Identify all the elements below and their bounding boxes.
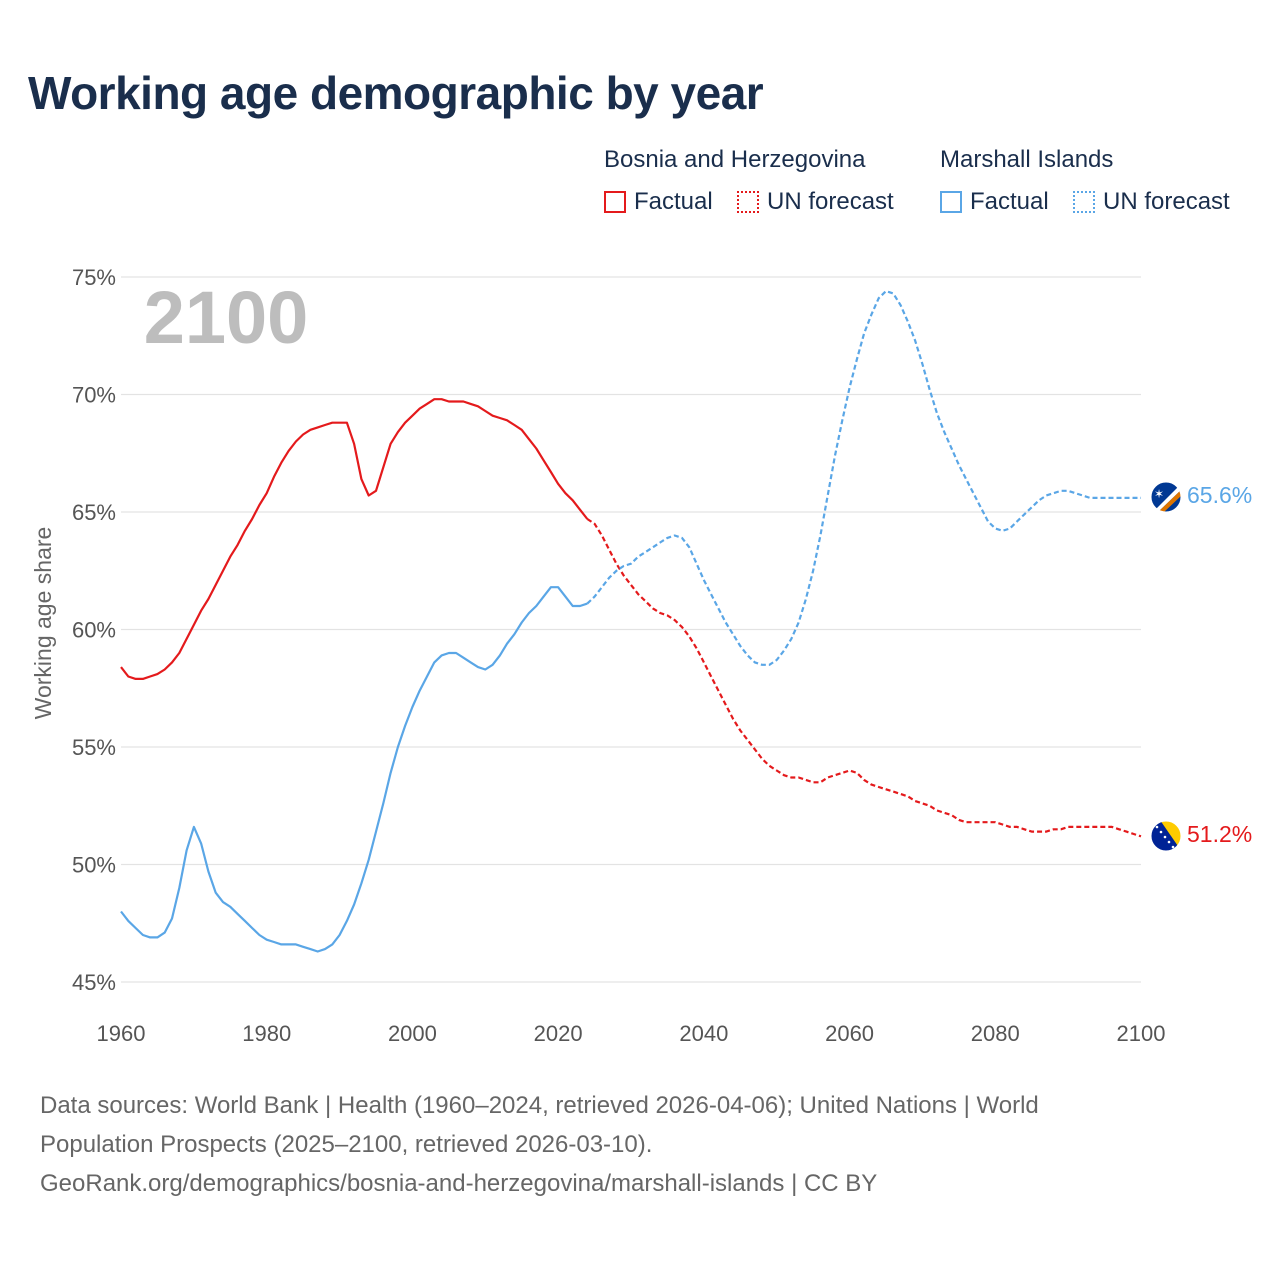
series-lines <box>120 290 1142 953</box>
y-tick-label: 55% <box>72 735 116 760</box>
y-tick-label: 65% <box>72 500 116 525</box>
sources-line-1: Data sources: World Bank | Health (1960–… <box>40 1092 1039 1119</box>
legend-item-bosnia-forecast[interactable]: UN forecast <box>737 188 894 216</box>
end-value-label-bosnia: 51.2% <box>1187 821 1252 847</box>
legend-group-title: Marshall Islands <box>940 146 1114 173</box>
data-sources: Data sources: World Bank | Health (1960–… <box>40 1086 1220 1203</box>
y-tick-label: 75% <box>72 265 116 290</box>
svg-text:✶: ✶ <box>1154 487 1164 501</box>
legend-group-marshall: Marshall Islands Factual UN forecast <box>940 146 1250 216</box>
chart-title: Working age demographic by year <box>28 67 764 119</box>
legend-swatch-solid <box>604 191 626 213</box>
x-tick-label: 1980 <box>242 1021 291 1046</box>
marshall-islands-flag-icon: ✶ <box>1150 481 1182 513</box>
series-line-bosnia-and-herzegovina-factual[interactable] <box>120 398 589 680</box>
x-axis-ticks: 1960 1980 2000 2020 2040 2060 2080 2100 <box>97 1021 1166 1046</box>
legend-item-bosnia-factual[interactable]: Factual <box>604 188 713 216</box>
legend-item-marshall-forecast[interactable]: UN forecast <box>1073 188 1230 216</box>
end-value-label-marshall-islands: 65.6% <box>1187 482 1252 508</box>
x-tick-label: 1960 <box>97 1021 146 1046</box>
legend-swatch-dotted <box>1073 191 1095 213</box>
legend-swatch-solid <box>940 191 962 213</box>
series-line-bosnia-and-herzegovina-forecast[interactable] <box>586 518 1142 838</box>
x-tick-label: 2000 <box>388 1021 437 1046</box>
y-tick-label: 50% <box>72 853 116 878</box>
x-tick-label: 2080 <box>971 1021 1020 1046</box>
sources-line-2: Population Prospects (2025–2100, retriev… <box>40 1131 653 1158</box>
legend-label: Factual <box>634 188 713 215</box>
legend-label: UN forecast <box>1103 188 1230 215</box>
legend-label: UN forecast <box>767 188 894 215</box>
y-tick-label: 70% <box>72 383 116 408</box>
legend-item-marshall-factual[interactable]: Factual <box>940 188 1049 216</box>
sources-line-3[interactable]: GeoRank.org/demographics/bosnia-and-herz… <box>40 1170 878 1197</box>
x-tick-label: 2060 <box>825 1021 874 1046</box>
line-chart: 45% 50% 55% 60% 65% 70% 75% 1960 1980 2000 2020 20… <box>30 265 1252 1046</box>
series-line-marshall-islands-factual[interactable] <box>120 586 588 953</box>
grid-lines <box>121 276 1141 983</box>
x-tick-label: 2100 <box>1117 1021 1166 1046</box>
y-axis-ticks: 45% 50% 55% 60% 65% 70% 75% <box>72 265 116 995</box>
bosnia-and-herzegovina-flag-icon <box>1150 820 1182 852</box>
y-axis-title: Working age share <box>30 527 56 720</box>
year-watermark: 2100 <box>144 276 309 359</box>
x-tick-label: 2040 <box>679 1021 728 1046</box>
legend-label: Factual <box>970 188 1049 215</box>
y-tick-label: 60% <box>72 618 116 643</box>
series-line-marshall-islands-forecast[interactable] <box>586 290 1141 666</box>
x-tick-label: 2020 <box>534 1021 583 1046</box>
legend-group-title: Bosnia and Herzegovina <box>604 146 866 173</box>
legend-group-bosnia: Bosnia and Herzegovina Factual UN foreca… <box>604 146 904 216</box>
legend-swatch-dotted <box>737 191 759 213</box>
y-tick-label: 45% <box>72 970 116 995</box>
